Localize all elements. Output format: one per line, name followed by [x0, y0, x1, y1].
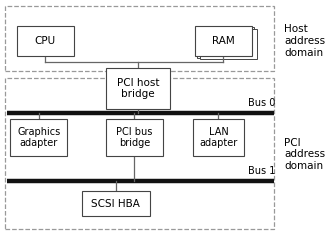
Text: LAN
adapter: LAN adapter [199, 127, 238, 148]
Text: PCI host
bridge: PCI host bridge [117, 77, 159, 99]
Text: Host
address
domain: Host address domain [284, 24, 325, 58]
Bar [197, 27, 254, 58]
Text: RAM: RAM [212, 36, 235, 46]
Text: Graphics
adapter: Graphics adapter [17, 127, 60, 148]
Bar [17, 26, 74, 56]
Text: Bus 0: Bus 0 [248, 98, 276, 108]
Bar [200, 29, 257, 59]
Text: Bus 1: Bus 1 [248, 166, 276, 176]
Text: PCI
address
domain: PCI address domain [284, 138, 325, 171]
Text: SCSI HBA: SCSI HBA [91, 199, 140, 208]
Bar [193, 119, 244, 156]
Bar [195, 26, 252, 56]
Bar [82, 191, 150, 216]
Bar [10, 119, 67, 156]
Text: PCI bus
bridge: PCI bus bridge [116, 127, 153, 148]
Text: CPU: CPU [35, 36, 56, 46]
Bar [106, 119, 163, 156]
Bar [5, 78, 274, 229]
Bar [5, 6, 274, 71]
Bar [106, 68, 170, 109]
